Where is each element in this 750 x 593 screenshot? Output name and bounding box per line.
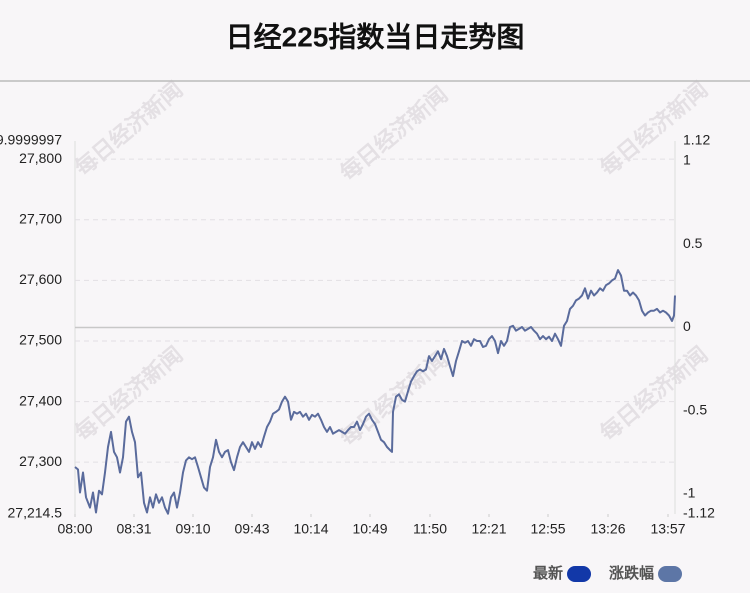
x-tick-label: 12:55 bbox=[530, 521, 565, 537]
legend-label: 最新 bbox=[533, 564, 563, 582]
x-tick-label: 08:00 bbox=[57, 521, 92, 537]
legend-swatch bbox=[658, 566, 683, 582]
x-tick-label: 09:10 bbox=[175, 521, 210, 537]
x-tick-label: 13:26 bbox=[590, 521, 625, 537]
y-tick-label: 27,500 bbox=[19, 332, 62, 348]
watermark: 每日经济新闻 bbox=[335, 82, 452, 186]
legend-label: 涨跌幅 bbox=[609, 564, 654, 582]
x-tick-label: 13:57 bbox=[650, 521, 685, 537]
y2-tick-label: -1.12 bbox=[683, 505, 715, 521]
x-tick-label: 12:21 bbox=[471, 521, 506, 537]
x-tick-label: 09:43 bbox=[234, 521, 269, 537]
watermark: 每日经济新闻 bbox=[595, 77, 712, 181]
x-tick-label: 08:31 bbox=[116, 521, 151, 537]
y2-tick-label: -1 bbox=[683, 485, 696, 501]
y-tick-label: 27,214.5 bbox=[8, 505, 63, 521]
y-tick-label: 27,800 bbox=[19, 150, 62, 166]
y-tick-label: 27,300 bbox=[19, 453, 62, 469]
x-tick-label: 11:50 bbox=[413, 521, 447, 537]
y-tick-label: 27,829.9999997 bbox=[0, 132, 62, 148]
y-tick-label: 27,700 bbox=[19, 210, 62, 226]
y2-tick-label: -0.5 bbox=[683, 401, 707, 417]
y2-tick-label: 1.12 bbox=[683, 132, 710, 148]
x-tick-label: 10:49 bbox=[352, 521, 387, 537]
watermark: 每日经济新闻 bbox=[335, 347, 452, 451]
legend-swatch bbox=[567, 566, 592, 582]
y-tick-label: 27,400 bbox=[19, 392, 62, 408]
watermark: 每日经济新闻 bbox=[70, 342, 187, 446]
price-line bbox=[74, 269, 676, 515]
watermark: 每日经济新闻 bbox=[595, 342, 712, 446]
y2-tick-label: 0 bbox=[683, 318, 691, 334]
y-tick-label: 27,600 bbox=[19, 271, 62, 287]
watermark: 每日经济新闻 bbox=[70, 77, 187, 181]
y2-tick-label: 0.5 bbox=[683, 235, 703, 251]
chart-title: 日经225指数当日走势图 bbox=[226, 20, 525, 52]
x-tick-label: 10:14 bbox=[293, 521, 328, 537]
y2-tick-label: 1 bbox=[683, 152, 691, 168]
